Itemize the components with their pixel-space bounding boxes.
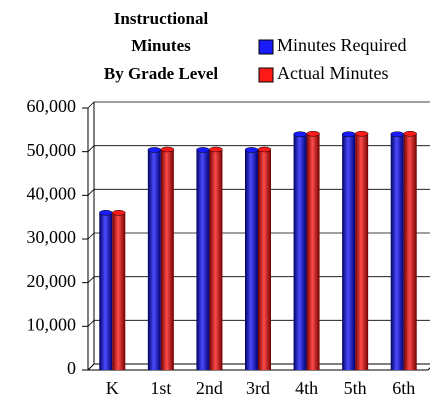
grid-line	[87, 145, 95, 152]
y-tick-label: 50,000	[27, 140, 77, 160]
y-tick-label: 60,000	[27, 96, 77, 116]
bar	[355, 133, 369, 370]
bar-cap	[160, 146, 175, 153]
bar	[160, 149, 174, 370]
chart-title: By Grade Level	[104, 64, 219, 83]
grid-line	[87, 189, 95, 196]
y-tick-label: 40,000	[27, 183, 77, 203]
bar-cap	[390, 131, 404, 137]
bar	[245, 149, 258, 370]
legend-label: Minutes Required	[277, 35, 406, 55]
bar-cap	[209, 146, 223, 153]
bar	[306, 133, 320, 370]
bar-cap	[293, 131, 307, 137]
grid-line	[87, 363, 95, 371]
x-tick-label: 4th	[295, 378, 318, 398]
y-tick-label: 0	[67, 358, 76, 378]
bar	[342, 134, 356, 370]
x-tick-label: 1st	[150, 378, 171, 398]
bar	[258, 149, 271, 370]
grid-line	[87, 320, 95, 327]
legend-swatch	[258, 67, 274, 83]
x-tick-label: 5th	[344, 378, 367, 398]
bar-cap	[112, 210, 126, 216]
grid-line	[87, 232, 95, 240]
bar	[99, 212, 113, 370]
bar-cap	[354, 131, 369, 137]
x-tick-label: 6th	[392, 378, 415, 398]
grid-line	[87, 276, 95, 283]
bar	[196, 149, 210, 370]
y-tick-label: 30,000	[27, 227, 77, 247]
bar-cap	[341, 131, 356, 137]
bar	[293, 134, 307, 370]
bar	[147, 149, 161, 370]
bar	[209, 149, 223, 370]
x-tick-label: 2nd	[196, 378, 223, 398]
x-tick-label: K	[106, 378, 119, 398]
bar	[403, 133, 417, 370]
x-tick-label: 3rd	[246, 378, 270, 398]
bar-cap	[403, 131, 417, 137]
bar-cap	[147, 147, 162, 153]
legend-label: Actual Minutes	[277, 63, 388, 83]
bar-cap	[306, 131, 320, 137]
bar-cap	[99, 210, 113, 216]
bar-cap	[244, 147, 259, 153]
bar-cap	[257, 146, 272, 153]
bar	[390, 134, 404, 370]
grid-line	[87, 101, 95, 109]
axis-line	[427, 367, 430, 371]
y-tick-label: 20,000	[27, 271, 77, 291]
legend-swatch	[258, 39, 274, 55]
bar-cap	[196, 147, 210, 153]
chart-title: Minutes	[131, 36, 191, 55]
chart-title: Instructional	[114, 9, 209, 28]
y-tick-label: 10,000	[27, 314, 77, 334]
bar	[112, 212, 126, 370]
